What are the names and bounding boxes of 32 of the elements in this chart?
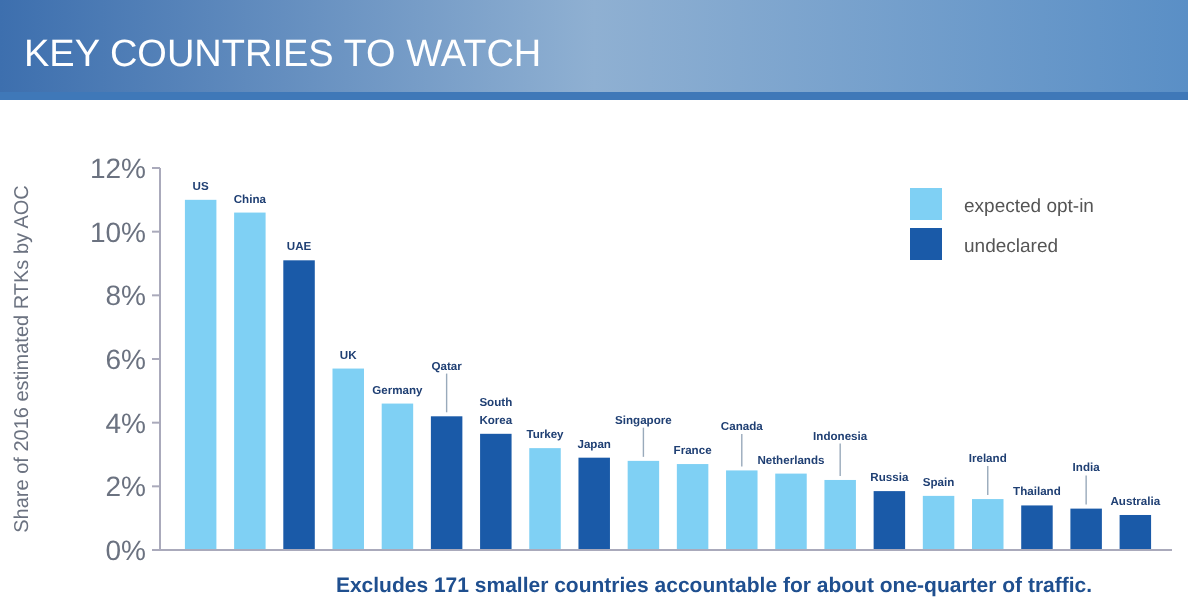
bar bbox=[1119, 514, 1152, 550]
chart-title: KEY COUNTRIES TO WATCH bbox=[24, 34, 542, 76]
bar bbox=[234, 212, 266, 550]
bar bbox=[676, 464, 709, 550]
bar bbox=[726, 470, 758, 550]
y-tick-label: 0% bbox=[105, 534, 146, 566]
bar bbox=[972, 499, 1004, 550]
y-tick-label: 10% bbox=[89, 215, 146, 248]
text: Excludes 171 smaller countries accountable for about one-quarter of traffic. bbox=[335, 574, 1093, 598]
y-tick-label: 2% bbox=[105, 470, 146, 503]
y-tick-label: 4% bbox=[105, 406, 146, 439]
bar bbox=[922, 495, 955, 550]
y-axis-title: Share of 2016 estimated RTKs by AOC bbox=[12, 185, 34, 533]
bar bbox=[578, 457, 610, 550]
bar bbox=[775, 473, 807, 550]
y-tick-label: 6% bbox=[105, 343, 146, 375]
bar bbox=[1070, 508, 1102, 550]
legend-label: undeclared bbox=[964, 236, 1059, 258]
bar bbox=[332, 368, 364, 550]
bar bbox=[529, 448, 561, 550]
legend-label: expected opt-in bbox=[964, 196, 1094, 218]
bar bbox=[184, 199, 217, 550]
y-tick-label: 12% bbox=[89, 152, 146, 184]
bar bbox=[1021, 505, 1053, 550]
bar bbox=[627, 460, 660, 550]
bar bbox=[283, 260, 315, 550]
bar bbox=[873, 491, 906, 550]
bar bbox=[480, 433, 512, 550]
y-tick-label: 8% bbox=[105, 279, 146, 312]
bar bbox=[430, 416, 463, 550]
bar bbox=[381, 403, 414, 550]
bar bbox=[824, 479, 856, 550]
